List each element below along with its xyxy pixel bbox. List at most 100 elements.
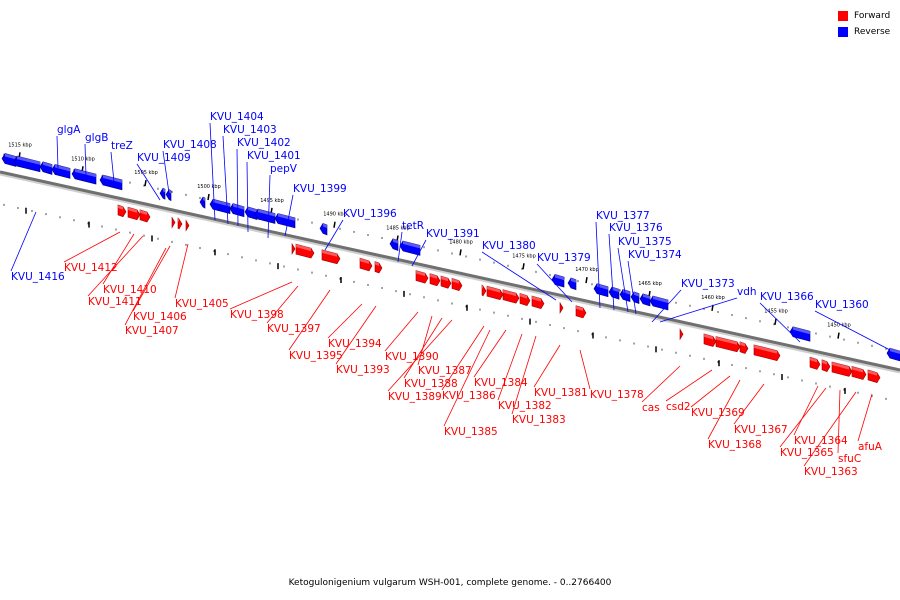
gene-leader-line (759, 302, 801, 343)
gene-leader-line (236, 148, 239, 227)
legend-forward: Forward (838, 8, 890, 24)
gene-highlight (793, 326, 810, 335)
gene-highlight (393, 238, 398, 244)
gene-label: KVU_1389 (388, 391, 442, 403)
gene-leader-line (443, 329, 491, 427)
gene-highlight (5, 153, 16, 160)
gene-label: KVU_1407 (125, 325, 179, 337)
gene-leader-line (324, 219, 344, 251)
gene-block (649, 295, 669, 311)
gene-leader-line (733, 383, 765, 425)
tick-mark (522, 263, 525, 270)
tick-label: 1505 kbp (134, 170, 158, 176)
tick-label: 1485 kbp (386, 226, 410, 232)
gene-label: KVU_1381 (534, 387, 588, 399)
gene-leader-line (659, 297, 738, 323)
gene-label: KVU_1385 (444, 426, 498, 438)
gene-label: KVU_1379 (537, 252, 591, 264)
gene-label: csd2 (666, 401, 691, 413)
tick-label: 1515 kbp (8, 142, 32, 148)
gene-block (831, 361, 853, 377)
gene-highlight (452, 278, 459, 284)
gene-block (559, 302, 564, 314)
tick-mark (144, 179, 147, 187)
gene-highlight (416, 270, 425, 277)
gene-leader-line (132, 245, 171, 312)
gene-block (389, 238, 399, 251)
tick-mark (774, 318, 777, 325)
gene-leader-line (327, 303, 363, 339)
gene-leader-line (229, 281, 293, 310)
gene-leader-line (397, 231, 403, 263)
gene-block (51, 164, 71, 179)
gene-highlight (832, 362, 849, 370)
gene-label: KVU_1416 (11, 271, 65, 283)
gene-block (71, 168, 97, 185)
gene-block (639, 293, 651, 307)
gene-block (117, 204, 127, 218)
tick-label: 1455 kbp (764, 309, 788, 315)
gene-block (486, 285, 504, 301)
gene-leader-line (102, 233, 135, 285)
gene-block (359, 257, 373, 272)
gene-block (739, 341, 749, 354)
gene-highlight (169, 189, 171, 194)
gene-highlight (403, 241, 420, 249)
gene-highlight (323, 223, 327, 228)
gene-highlight (296, 244, 311, 252)
gene-label: KVU_1380 (482, 240, 536, 252)
gene-leader-line (690, 375, 731, 408)
gene-block (567, 277, 577, 291)
gene-block (789, 326, 811, 342)
tick-label: 1475 kbp (512, 253, 536, 259)
tick-mark (207, 193, 210, 201)
gene-block (199, 196, 206, 209)
gene-highlight (43, 161, 52, 168)
gene-leader-line (608, 233, 615, 311)
gene-leader-line (110, 151, 115, 183)
gene-highlight (576, 305, 583, 311)
gene-block (821, 359, 831, 372)
gene-block (374, 261, 383, 274)
gene-label: afuA (858, 441, 883, 453)
gene-leader-line (803, 391, 857, 467)
gene-label: KVU_1374 (628, 249, 682, 261)
gene-leader-line (335, 305, 377, 365)
backbone (0, 170, 900, 372)
gene-block (575, 305, 587, 319)
gene-highlight (852, 366, 863, 373)
forward-swatch (838, 11, 848, 21)
gene-leader-line (162, 150, 171, 201)
gene-label: KVU_1382 (498, 400, 552, 412)
gene-highlight (203, 197, 205, 202)
gene-highlight (571, 277, 576, 283)
gene-block (321, 249, 341, 265)
gene-leader-line (641, 365, 681, 403)
gene-block (229, 203, 245, 218)
gene-label: sfuC (838, 453, 861, 465)
gene-block (531, 295, 545, 310)
gene-leader-line (627, 260, 637, 315)
gene-leader-line (857, 393, 873, 442)
gene-leader-line (87, 235, 144, 297)
gene-label: KVU_1397 (267, 323, 321, 335)
gene-block (481, 284, 487, 297)
gene-label: KVU_1412 (64, 262, 118, 274)
gene-highlight (754, 344, 777, 354)
gene-label: KVU_1408 (163, 139, 217, 151)
gene-leader-line (617, 247, 629, 313)
gene-block (867, 369, 881, 383)
gene-label: KVU_1402 (237, 137, 291, 149)
tick-label: 1480 kbp (449, 239, 473, 245)
gene-label: KVU_1401 (247, 150, 301, 162)
gene-label: KVU_1410 (103, 284, 157, 296)
gene-leader-line (814, 310, 891, 351)
gene-label: KVU_1388 (404, 378, 458, 390)
gene-highlight (532, 296, 541, 302)
tick-label: 1495 kbp (260, 198, 284, 204)
gene-leader-line (84, 143, 87, 177)
tick-label: 1470 kbp (575, 267, 599, 273)
gene-block (13, 155, 41, 173)
gene-leader-line (222, 135, 229, 225)
